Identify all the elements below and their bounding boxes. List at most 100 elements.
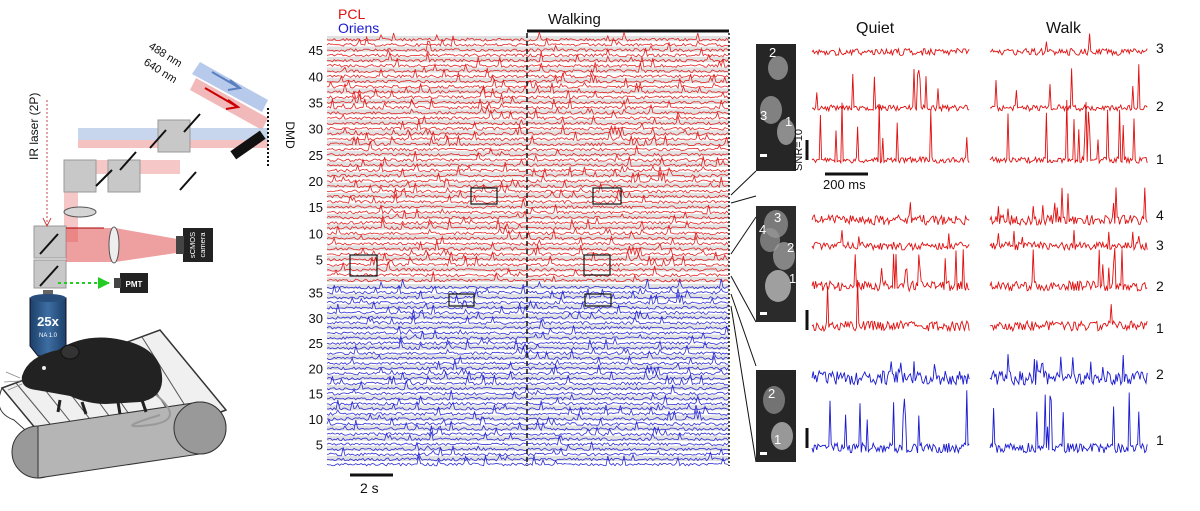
cell-number: 3: [774, 210, 781, 225]
oriens-background-bands: [327, 284, 729, 461]
background-band: [327, 36, 729, 42]
background-band: [327, 375, 729, 381]
background-band: [327, 245, 729, 251]
cell-number: 1: [774, 432, 781, 447]
trace-number: 2: [1156, 366, 1164, 382]
walk-trace: [989, 187, 1148, 227]
walk-trace: [989, 392, 1148, 454]
cell-blob: [760, 96, 782, 124]
oriens-trace: [326, 373, 729, 386]
camera-label-line2: camera: [198, 232, 207, 258]
oriens-trace: [326, 359, 729, 371]
detail-traces-panel: Quiet Walk SNR=10 200 ms 3 2 1 4 3 2 1 2…: [793, 20, 1164, 455]
pcl-trace: [326, 133, 729, 147]
quiet-trace: [811, 46, 970, 57]
camera-lens: [108, 226, 120, 264]
trace-number: 3: [1156, 237, 1164, 253]
axis-tick-label: 30: [309, 122, 323, 137]
background-band: [327, 182, 729, 188]
background-band: [327, 385, 729, 391]
camera-beam: [66, 228, 183, 262]
background-band: [327, 88, 729, 94]
selection-box: [584, 293, 612, 307]
pcl-legend-label: PCL: [338, 6, 365, 22]
cell-blob: [765, 270, 791, 302]
cell-number: 4: [759, 222, 766, 237]
background-band: [327, 435, 729, 441]
camera-mount: [176, 236, 184, 254]
background-band: [327, 294, 729, 300]
quiet-trace: [811, 68, 970, 113]
cell-blob: [768, 56, 788, 80]
quiet-trace: [811, 202, 970, 226]
cell-blob: [777, 119, 795, 145]
cell-number: 2: [768, 386, 775, 401]
axis-tick-label: 20: [309, 174, 323, 189]
cell-number: 2: [787, 240, 794, 255]
trace-number: 3: [1156, 40, 1164, 56]
cell-number: 1: [789, 271, 796, 286]
pcl-trace: [326, 181, 729, 194]
cell-blob: [760, 228, 780, 252]
selection-box: [592, 187, 622, 205]
oriens-trace: [326, 390, 729, 401]
walk-trace: [989, 64, 1148, 113]
background-band: [327, 77, 729, 84]
oriens-trace: [326, 294, 729, 305]
walk-trace: [989, 33, 1148, 57]
pcl-trace: [326, 239, 729, 252]
background-band: [327, 140, 729, 146]
pcl-axis-ticks: 45 40 35 30 25 20 15 10 5: [309, 43, 323, 267]
background-band: [327, 266, 729, 272]
pcl-trace: [326, 46, 729, 58]
background-band: [327, 234, 729, 241]
axis-tick-label: 20: [309, 361, 323, 376]
walk-trace: [989, 230, 1148, 252]
background-band: [327, 405, 729, 411]
image-scale-bar: [760, 452, 767, 455]
axis-tick-label: 25: [309, 148, 323, 163]
pcl-trace: [326, 214, 729, 225]
selection-box: [583, 254, 611, 276]
trace-number: 4: [1156, 207, 1164, 223]
beam-splitter-cube: [63, 159, 97, 193]
ms-scale-label: 200 ms: [823, 177, 866, 192]
scmos-camera: [183, 228, 213, 262]
background-band: [327, 119, 729, 125]
background-band: [327, 344, 729, 350]
background-band: [327, 445, 729, 451]
oriens-trace: [326, 319, 729, 330]
quiet-trace: [811, 361, 970, 386]
quiet-trace: [811, 390, 970, 455]
quiet-header: Quiet: [856, 20, 895, 37]
time-scale-label: 2 s: [360, 480, 379, 496]
axis-tick-label: 5: [316, 253, 323, 268]
pmt-detector: [120, 273, 148, 293]
pcl-trace: [326, 271, 729, 283]
pcl-trace: [326, 62, 729, 74]
selection-box: [349, 254, 378, 277]
cell-number: 3: [760, 108, 767, 123]
background-band: [327, 193, 729, 199]
walk-header: Walk: [1046, 20, 1082, 37]
background-band: [327, 284, 729, 290]
axis-tick-label: 25: [309, 336, 323, 351]
trace-number: 1: [1156, 432, 1164, 448]
oriens-legend-label: Oriens: [338, 20, 379, 36]
axis-tick-label: 15: [309, 200, 323, 215]
objective-na: NA 1.0: [39, 333, 58, 339]
axis-tick-label: 30: [309, 311, 323, 326]
pcl-trace: [326, 244, 729, 257]
background-band: [327, 276, 729, 282]
dmd-label: DMD: [283, 121, 297, 149]
background-band: [327, 203, 729, 209]
quiet-trace: [811, 230, 970, 252]
quiet-trace: [811, 279, 970, 333]
background-band: [327, 255, 729, 261]
pcl-trace: [326, 254, 729, 268]
cell-number: 2: [769, 45, 776, 60]
image-scale-bar: [760, 312, 767, 315]
pcl-trace: [327, 166, 729, 178]
mirrors: [39, 113, 201, 287]
